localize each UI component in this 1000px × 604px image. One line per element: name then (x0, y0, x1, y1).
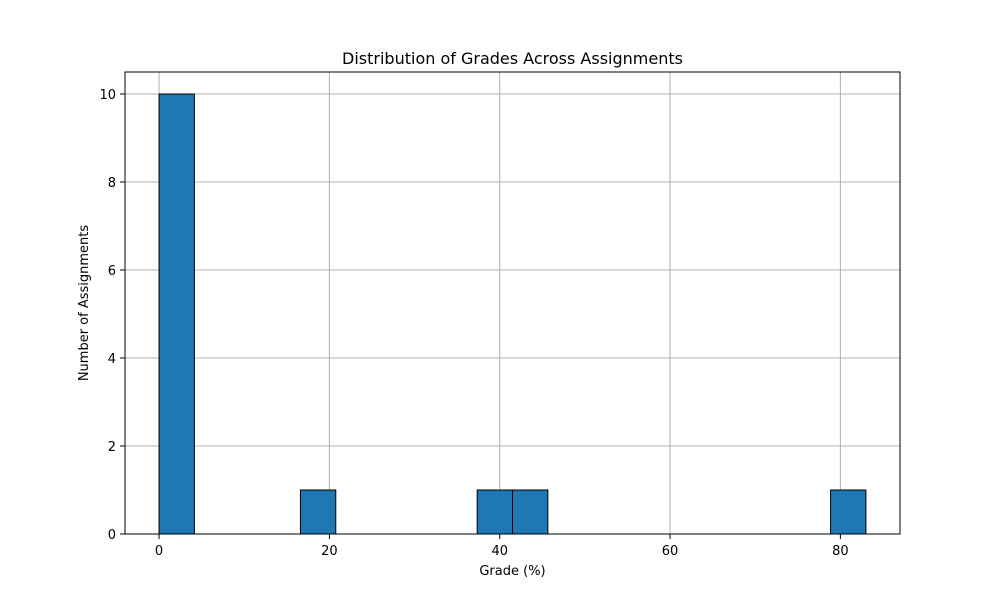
y-tick-label: 10 (99, 88, 116, 103)
histogram-bar (158, 93, 195, 535)
y-tick-label: 4 (108, 352, 116, 367)
bars-layer (158, 93, 867, 535)
y-tick-label: 2 (108, 440, 116, 455)
plot-frame (124, 71, 901, 535)
x-tick-label: 80 (832, 544, 849, 559)
x-tick-label: 60 (662, 544, 679, 559)
histogram-bar (830, 489, 867, 535)
histogram-bar (476, 489, 513, 535)
x-tick-label: 20 (321, 544, 338, 559)
y-axis-label: Number of Assignments (77, 225, 92, 382)
histogram-bar (512, 489, 549, 535)
grid-layer (125, 72, 900, 535)
y-tick-label: 6 (108, 264, 116, 279)
ticks-layer: 0 20 40 60 80 0 2 4 6 8 10 (99, 88, 848, 559)
y-tick-label: 8 (108, 176, 116, 191)
x-axis-label: Grade (%) (479, 564, 545, 579)
x-tick-label: 0 (155, 544, 163, 559)
chart-title: Distribution of Grades Across Assignment… (342, 49, 683, 68)
histogram-bar (299, 489, 337, 535)
x-tick-label: 40 (491, 544, 508, 559)
y-tick-label: 0 (108, 528, 116, 543)
